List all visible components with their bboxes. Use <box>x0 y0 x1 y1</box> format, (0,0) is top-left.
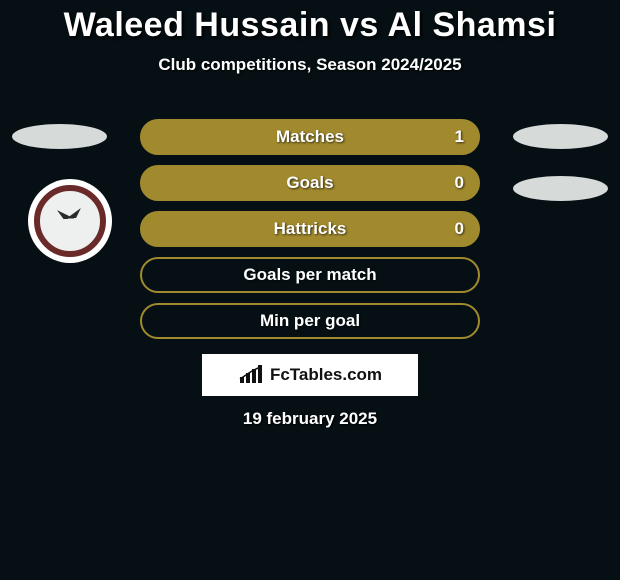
comparison-card: Waleed Hussain vs Al Shamsi Club competi… <box>0 0 620 580</box>
subtitle: Club competitions, Season 2024/2025 <box>0 55 620 75</box>
stat-bar-goals: Goals 0 <box>140 165 480 201</box>
stat-bar-min-per-goal: Min per goal <box>140 303 480 339</box>
date-label: 19 february 2025 <box>0 409 620 429</box>
placeholder-oval-left <box>12 124 107 149</box>
placeholder-oval-right-2 <box>513 176 608 201</box>
stat-label: Matches <box>276 127 344 147</box>
stat-bar-goals-per-match: Goals per match <box>140 257 480 293</box>
stat-bar-hattricks: Hattricks 0 <box>140 211 480 247</box>
stats-bars: Matches 1 Goals 0 Hattricks 0 Goals per … <box>140 119 480 349</box>
stat-label: Goals per match <box>243 265 376 285</box>
stat-value: 0 <box>455 173 464 193</box>
stat-value: 1 <box>455 127 464 147</box>
placeholder-oval-right-1 <box>513 124 608 149</box>
stat-bar-matches: Matches 1 <box>140 119 480 155</box>
brand-text: FcTables.com <box>270 365 382 385</box>
bars-icon <box>238 365 264 385</box>
stat-label: Goals <box>286 173 333 193</box>
club-badge-glyph <box>46 197 94 245</box>
stat-value: 0 <box>455 219 464 239</box>
stat-label: Min per goal <box>260 311 360 331</box>
page-title: Waleed Hussain vs Al Shamsi <box>0 6 620 45</box>
club-badge-ring <box>34 185 106 257</box>
club-badge-left <box>28 179 112 263</box>
brand-attribution: FcTables.com <box>202 354 418 396</box>
stat-label: Hattricks <box>274 219 347 239</box>
